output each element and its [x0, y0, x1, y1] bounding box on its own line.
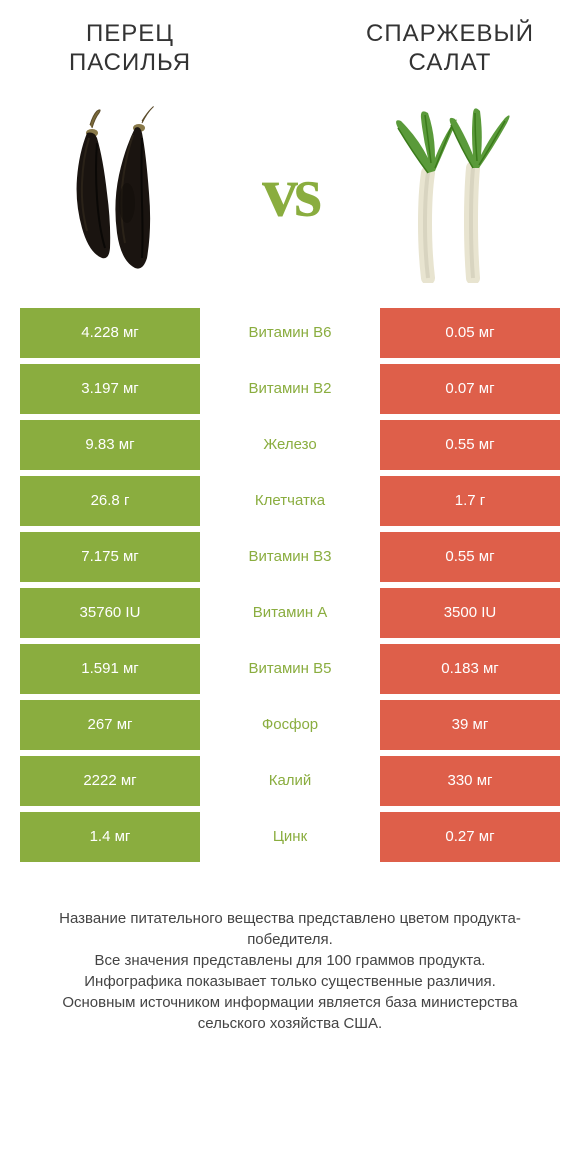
- left-value-cell: 1.591 мг: [20, 644, 200, 694]
- table-row: 7.175 мгВитамин B30.55 мг: [20, 532, 560, 582]
- left-value-cell: 35760 IU: [20, 588, 200, 638]
- left-value-cell: 1.4 мг: [20, 812, 200, 862]
- table-row: 1.4 мгЦинк0.27 мг: [20, 812, 560, 862]
- nutrient-label: Витамин A: [200, 588, 380, 638]
- header: ПЕРЕЦ ПАСИЛЬЯ СПАРЖЕВЫЙ САЛАТ: [0, 0, 580, 88]
- left-value-cell: 3.197 мг: [20, 364, 200, 414]
- right-value-cell: 0.05 мг: [380, 308, 560, 358]
- footer-notes: Название питательного вещества представл…: [0, 868, 580, 1054]
- table-row: 26.8 гКлетчатка1.7 г: [20, 476, 560, 526]
- nutrient-label: Цинк: [200, 812, 380, 862]
- table-row: 9.83 мгЖелезо0.55 мг: [20, 420, 560, 470]
- right-product-image: [373, 103, 533, 283]
- nutrient-label: Витамин B5: [200, 644, 380, 694]
- right-value-cell: 1.7 г: [380, 476, 560, 526]
- pasilla-pepper-icon: [47, 103, 207, 283]
- right-value-cell: 39 мг: [380, 700, 560, 750]
- left-value-cell: 2222 мг: [20, 756, 200, 806]
- left-value-cell: 9.83 мг: [20, 420, 200, 470]
- right-value-cell: 3500 IU: [380, 588, 560, 638]
- right-product-title: СПАРЖЕВЫЙ САЛАТ: [350, 20, 550, 78]
- vs-label: vs: [262, 151, 318, 234]
- right-value-cell: 0.55 мг: [380, 532, 560, 582]
- right-value-cell: 0.27 мг: [380, 812, 560, 862]
- right-value-cell: 0.55 мг: [380, 420, 560, 470]
- table-row: 4.228 мгВитамин B60.05 мг: [20, 308, 560, 358]
- table-row: 1.591 мгВитамин B50.183 мг: [20, 644, 560, 694]
- footer-line: Инфографика показывает только существенн…: [30, 971, 550, 992]
- nutrient-label: Витамин B2: [200, 364, 380, 414]
- products-row: vs: [0, 88, 580, 308]
- right-value-cell: 330 мг: [380, 756, 560, 806]
- nutrient-label: Калий: [200, 756, 380, 806]
- nutrient-label: Фосфор: [200, 700, 380, 750]
- right-value-cell: 0.183 мг: [380, 644, 560, 694]
- left-product-image: [47, 103, 207, 283]
- footer-line: Основным источником информации является …: [30, 992, 550, 1034]
- nutrient-label: Клетчатка: [200, 476, 380, 526]
- asparagus-lettuce-icon: [373, 103, 533, 283]
- comparison-table: 4.228 мгВитамин B60.05 мг3.197 мгВитамин…: [0, 308, 580, 862]
- nutrient-label: Железо: [200, 420, 380, 470]
- left-product-title: ПЕРЕЦ ПАСИЛЬЯ: [30, 20, 230, 78]
- left-value-cell: 267 мг: [20, 700, 200, 750]
- table-row: 3.197 мгВитамин B20.07 мг: [20, 364, 560, 414]
- footer-line: Название питательного вещества представл…: [30, 908, 550, 950]
- footer-line: Все значения представлены для 100 граммо…: [30, 950, 550, 971]
- table-row: 35760 IUВитамин A3500 IU: [20, 588, 560, 638]
- left-value-cell: 7.175 мг: [20, 532, 200, 582]
- left-value-cell: 4.228 мг: [20, 308, 200, 358]
- right-value-cell: 0.07 мг: [380, 364, 560, 414]
- table-row: 2222 мгКалий330 мг: [20, 756, 560, 806]
- nutrient-label: Витамин B6: [200, 308, 380, 358]
- table-row: 267 мгФосфор39 мг: [20, 700, 560, 750]
- left-value-cell: 26.8 г: [20, 476, 200, 526]
- nutrient-label: Витамин B3: [200, 532, 380, 582]
